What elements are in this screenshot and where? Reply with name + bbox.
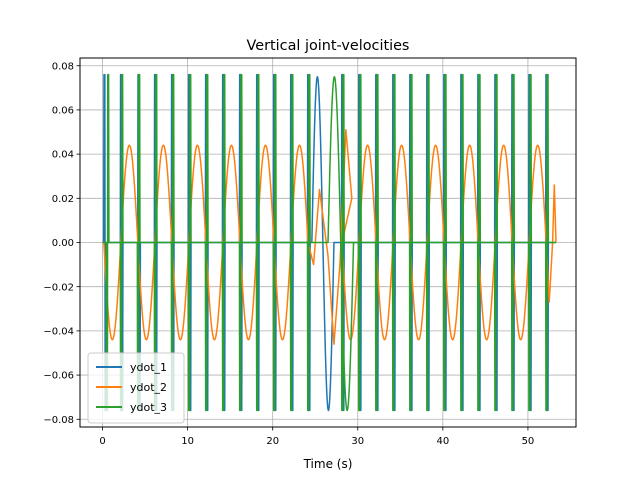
y-tick-label: −0.04: [43, 326, 74, 337]
y-tick-label: 0.08: [52, 61, 74, 72]
y-tick-label: −0.06: [43, 371, 74, 382]
legend-box: [87, 352, 185, 424]
series-line-ydot_3: [102, 73, 557, 412]
axis-ticks: 0 10 20 30 40 50 −0.08 −0.06 −0.04 −0.02 0.00 0.02 0…: [43, 61, 534, 447]
legend-label-ydot_3: ydot_3: [130, 401, 167, 414]
x-tick-label: 20: [266, 436, 279, 447]
legend-label-ydot_2: ydot_2: [130, 381, 167, 394]
x-tick-label: 50: [522, 436, 535, 447]
x-tick-label: 30: [351, 436, 364, 447]
x-tick-label: 10: [181, 436, 194, 447]
y-tick-label: 0.04: [52, 150, 74, 161]
y-tick-label: 0.02: [52, 194, 74, 205]
y-tick-label: −0.08: [43, 415, 74, 426]
x-tick-label: 40: [436, 436, 449, 447]
x-tick-label: 0: [99, 436, 105, 447]
x-axis-label: Time (s): [303, 457, 353, 471]
chart-title: Vertical joint-velocities: [247, 38, 410, 54]
y-tick-label: 0.00: [52, 238, 74, 249]
legend-label-ydot_1: ydot_1: [130, 361, 167, 374]
series-lines: [102, 73, 557, 412]
y-tick-label: 0.06: [52, 106, 74, 117]
y-tick-label: −0.02: [43, 282, 74, 293]
legend: ydot_1 ydot_2 ydot_3: [87, 352, 185, 424]
